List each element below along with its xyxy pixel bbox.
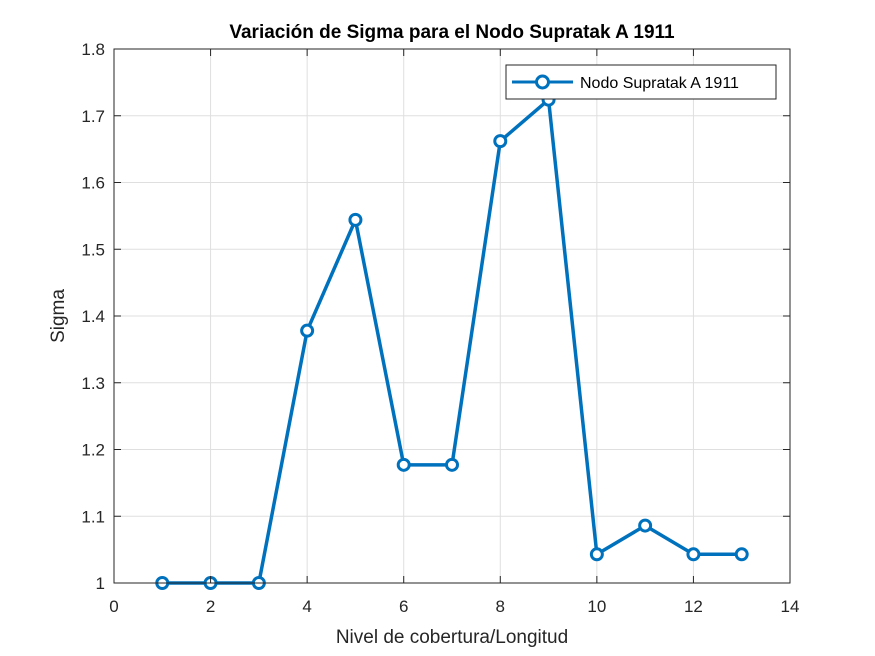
data-point xyxy=(734,547,749,562)
x-tick-label: 2 xyxy=(206,597,215,616)
x-tick-labels: 0 2 4 6 8 10 12 14 xyxy=(109,597,799,616)
y-tick-label: 1.4 xyxy=(81,307,105,326)
legend-marker-swatch xyxy=(535,74,550,90)
x-tick-label: 14 xyxy=(781,597,800,616)
chart-title: Variación de Sigma para el Nodo Supratak… xyxy=(229,22,675,43)
x-tick-label: 0 xyxy=(109,597,118,616)
data-point xyxy=(686,547,701,562)
data-point xyxy=(589,547,604,562)
y-tick-label: 1.6 xyxy=(81,174,105,193)
y-tick-labels: 1 1.1 1.2 1.3 1.4 1.5 1.6 1.7 1.8 xyxy=(81,40,105,593)
y-tick-label: 1 xyxy=(96,574,105,593)
x-axis-label: Nivel de cobertura/Longitud xyxy=(336,627,568,648)
axis-ticks xyxy=(113,48,791,584)
y-axis-label: Sigma xyxy=(48,289,69,343)
data-point xyxy=(396,457,411,472)
x-tick-label: 4 xyxy=(302,597,311,616)
legend-entry-label: Nodo Supratak A 1911 xyxy=(580,75,739,92)
y-tick-label: 1.7 xyxy=(81,107,105,126)
data-point xyxy=(638,518,653,533)
y-tick-label: 1.5 xyxy=(81,240,105,259)
x-tick-label: 8 xyxy=(496,597,505,616)
data-point xyxy=(445,457,459,472)
x-tick-label: 12 xyxy=(684,597,703,616)
y-tick-label: 1.2 xyxy=(81,441,105,460)
data-point xyxy=(300,323,315,338)
x-tick-label: 6 xyxy=(399,597,408,616)
data-point xyxy=(348,212,363,227)
legend: Nodo Supratak A 1911 xyxy=(505,64,777,100)
y-tick-label: 1.1 xyxy=(81,507,105,526)
y-tick-label: 1.3 xyxy=(81,374,105,393)
data-point xyxy=(493,134,508,149)
x-tick-label: 10 xyxy=(587,597,606,616)
y-tick-label: 1.8 xyxy=(81,40,105,59)
